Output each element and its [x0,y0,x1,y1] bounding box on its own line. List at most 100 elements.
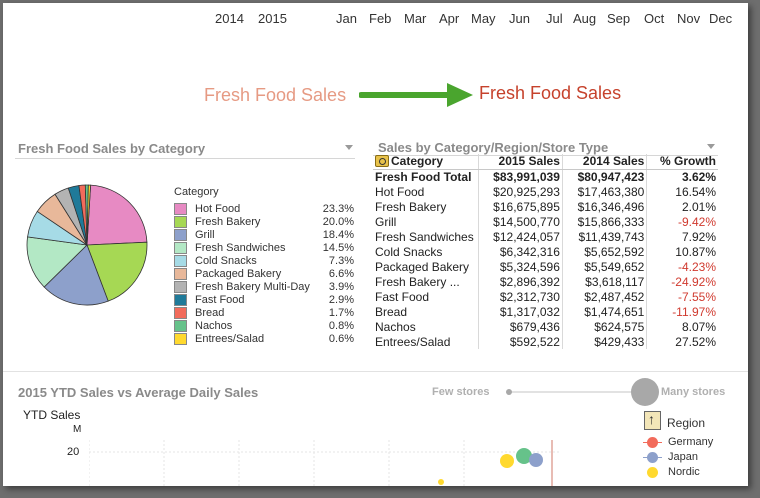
region-dot-germany [647,437,658,448]
month-jul[interactable]: Jul [546,11,563,26]
slider-min-dot[interactable] [506,389,512,395]
month-aug[interactable]: Aug [573,11,597,26]
pie-slice-fresh-sandwiches[interactable] [26,236,88,288]
total-growth: 3.62% [646,169,718,184]
cell-2015: $16,675,895 [477,199,563,214]
month-jun[interactable]: Jun [509,11,530,26]
scatter-ylabel: YTD Sales [23,408,81,422]
legend-item[interactable]: Cold Snacks 7.3% [174,255,354,267]
pie-slice-grill[interactable] [43,244,109,306]
month-oct[interactable]: Oct [644,11,665,26]
region-item-germany[interactable]: Germany [668,436,714,448]
pie-slice-fresh-bakery[interactable] [86,241,148,302]
green-arrow-icon [359,83,473,107]
cell-2015: $1,317,032 [477,304,563,319]
cell-2015: $20,925,293 [477,184,563,199]
month-dec[interactable]: Dec [709,11,733,26]
legend-item[interactable]: Fresh Sandwiches 14.5% [174,242,354,254]
year-2014[interactable]: 2014 [215,11,244,26]
legend-item[interactable]: Fresh Bakery 20.0% [174,216,354,228]
legend-item[interactable]: Bread 1.7% [174,307,354,319]
year-2015[interactable]: 2015 [258,11,287,26]
table-panel-menu-icon[interactable] [707,144,715,149]
cell-category: Fast Food [375,289,430,304]
table-row[interactable]: Fresh Bakery ... $2,896,392 $3,618,117 -… [373,274,718,289]
cell-category: Fresh Bakery ... [375,274,460,289]
month-apr[interactable]: Apr [439,11,460,26]
table-row[interactable]: Nachos $679,436 $624,575 8.07% [373,319,718,334]
cell-2014: $16,346,496 [561,199,647,214]
month-feb[interactable]: Feb [369,11,392,26]
legend-swatch [174,307,187,319]
pie-panel-menu-icon[interactable] [345,145,353,150]
pie-slice-entrees-salad[interactable] [86,184,92,246]
legend-item[interactable]: Grill 18.4% [174,229,354,241]
table-row[interactable]: Hot Food $20,925,293 $17,463,380 16.54% [373,184,718,199]
slider-max-knob[interactable] [631,378,659,406]
col-header-category[interactable]: Category [373,154,478,170]
legend-swatch [174,203,187,215]
legend-item[interactable]: Fresh Bakery Multi-Day 3.9% [174,281,354,293]
scatter-plot [89,440,559,486]
legend-swatch [174,294,187,306]
cell-category: Fresh Sandwiches [375,229,474,244]
month-nov[interactable]: Nov [677,11,701,26]
search-icon[interactable] [375,155,389,168]
table-row[interactable]: Cold Snacks $6,342,316 $5,652,592 10.87% [373,244,718,259]
col-header-2015[interactable]: 2015 Sales [477,154,563,170]
cell-growth: -24.92% [646,274,718,289]
col-header-2014[interactable]: 2014 Sales [561,154,647,170]
total-2014: $80,947,423 [561,169,647,184]
table-row[interactable]: Bread $1,317,032 $1,474,651 -11.97% [373,304,718,319]
cell-category: Packaged Bakery [375,259,470,274]
scatter-point-small[interactable] [438,479,444,485]
month-mar[interactable]: Mar [404,11,427,26]
cell-2015: $592,522 [477,334,563,349]
table-row[interactable]: Fast Food $2,312,730 $2,487,452 -7.55% [373,289,718,304]
pie-panel-divider [15,158,355,159]
pie-slice-hot-food[interactable] [86,184,148,246]
sales-table: Category 2015 Sales 2014 Sales % Growth … [373,154,718,349]
legend-label: Fresh Sandwiches [195,242,286,254]
table-panel-title: Sales by Category/Region/Store Type [378,140,609,155]
table-row[interactable]: Fresh Bakery $16,675,895 $16,346,496 2.0… [373,199,718,214]
total-category: Fresh Food Total [375,169,472,184]
legend-item[interactable]: Packaged Bakery 6.6% [174,268,354,280]
legend-label: Entrees/Salad [195,333,265,345]
scatter-point-nordic[interactable] [500,454,514,468]
table-row[interactable]: Packaged Bakery $5,324,596 $5,549,652 -4… [373,259,718,274]
legend-item[interactable]: Hot Food 23.3% [174,203,354,215]
table-row[interactable]: Entrees/Salad $592,522 $429,433 27.52% [373,334,718,349]
region-item-nordic[interactable]: Nordic [668,466,700,478]
month-sep[interactable]: Sep [607,11,631,26]
cell-growth: 8.07% [646,319,718,334]
cell-2015: $2,896,392 [477,274,563,289]
scatter-point-japan[interactable] [529,453,543,467]
legend-swatch [174,333,187,345]
cell-growth: -11.97% [646,304,718,319]
region-sort-button[interactable] [644,411,661,430]
col-header-growth[interactable]: % Growth [646,154,718,170]
legend-swatch [174,229,187,241]
month-jan[interactable]: Jan [336,11,357,26]
legend-item[interactable]: Fast Food 2.9% [174,294,354,306]
region-dot-japan [647,452,658,463]
cell-category: Nachos [375,319,416,334]
legend-item[interactable]: Nachos 0.8% [174,320,354,332]
cell-2014: $3,618,117 [561,274,647,289]
cell-category: Grill [375,214,397,229]
cell-growth: 10.87% [646,244,718,259]
scatter-point-green[interactable] [516,448,532,464]
region-item-japan[interactable]: Japan [668,451,698,463]
dashboard-window: 2014 2015 Jan Feb Mar Apr May Jun Jul Au… [3,3,748,486]
cell-growth: 2.01% [646,199,718,214]
legend-pct: 2.9% [328,294,354,306]
legend-item[interactable]: Entrees/Salad 0.6% [174,333,354,345]
table-row[interactable]: Fresh Sandwiches $12,424,057 $11,439,743… [373,229,718,244]
table-total-row: Fresh Food Total $83,991,039 $80,947,423… [373,169,718,184]
legend-pct: 6.6% [328,268,354,280]
store-size-slider[interactable] [503,375,663,411]
cell-2014: $5,549,652 [561,259,647,274]
month-may[interactable]: May [471,11,496,26]
table-row[interactable]: Grill $14,500,770 $15,866,333 -9.42% [373,214,718,229]
